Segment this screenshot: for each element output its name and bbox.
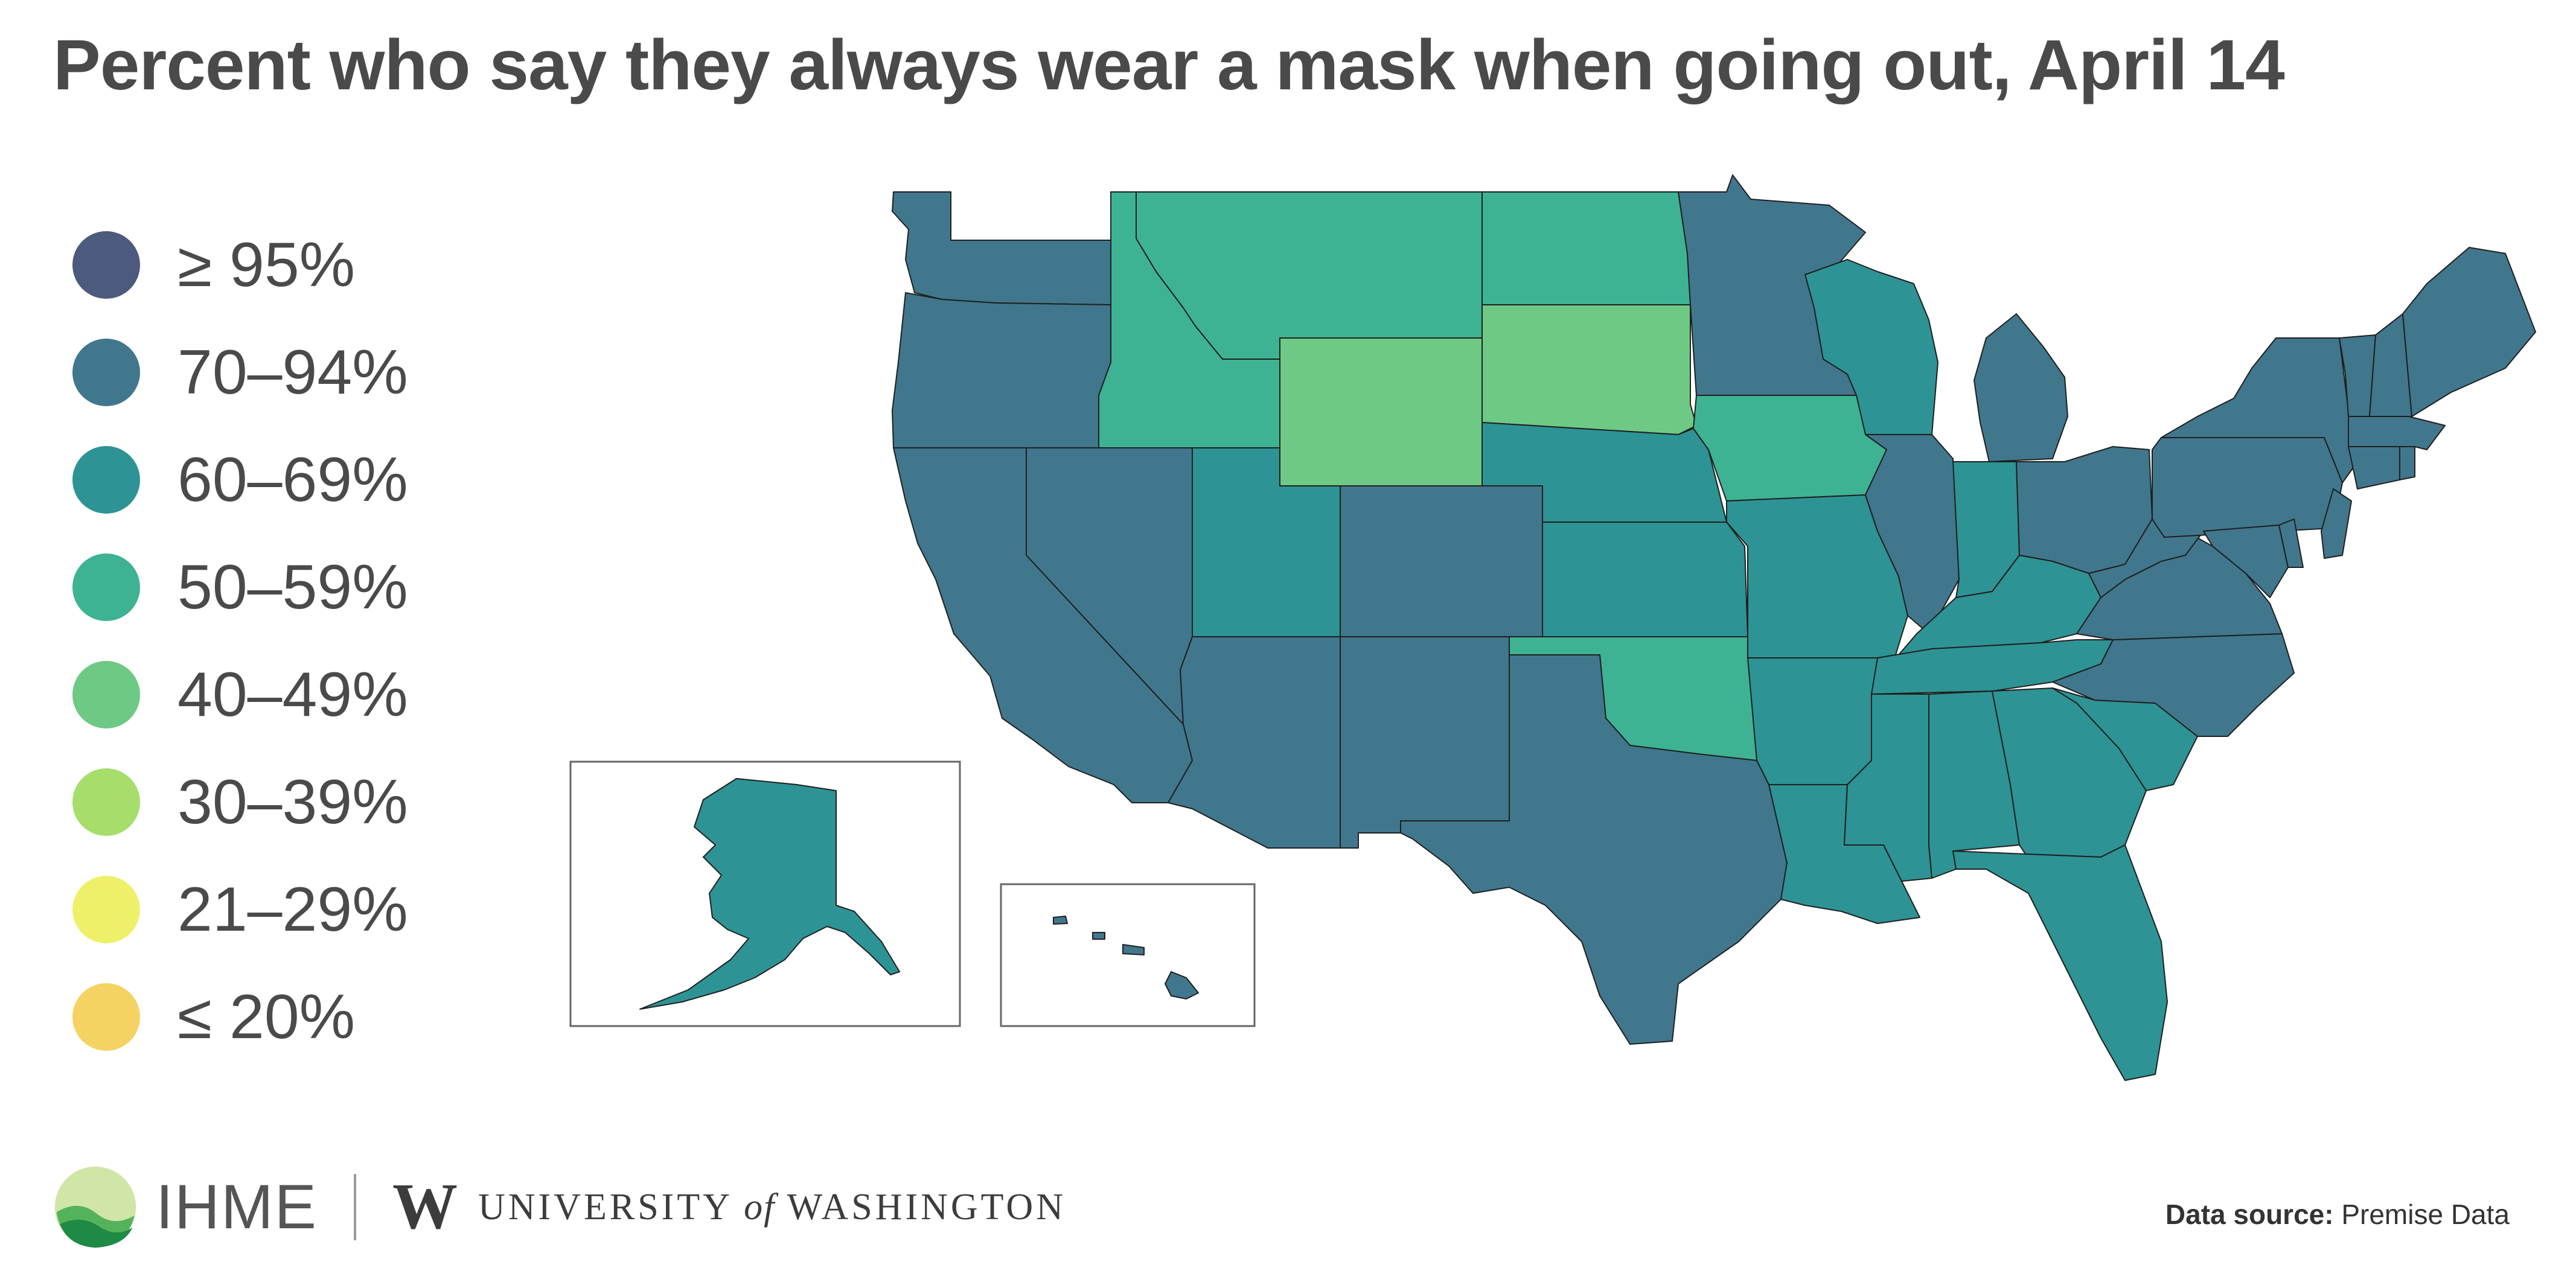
footer-logos: IHME W UNIVERSITY of WASHINGTON [53, 1159, 1066, 1255]
legend-swatch [72, 446, 140, 514]
legend-label: 70–94% [177, 337, 408, 407]
state-colorado [1340, 485, 1543, 637]
data-source-label: Data source: [2165, 1199, 2334, 1230]
legend-swatch [72, 983, 140, 1051]
legend-swatch [72, 661, 140, 728]
ihme-wordmark: IHME [156, 1172, 318, 1242]
legend-item: 70–94% [72, 319, 408, 426]
state-shapes [639, 174, 2536, 1081]
state-new-jersey [2321, 488, 2352, 559]
legend-swatch [72, 553, 140, 621]
legend: ≥ 95% 70–94% 60–69% 50–59% 40–49% 30–39%… [72, 211, 408, 1071]
ihme-logo-icon [54, 1166, 136, 1248]
legend-label: 40–49% [177, 659, 408, 730]
state-massachusetts [2348, 416, 2446, 450]
logo-divider [354, 1174, 356, 1240]
legend-swatch [72, 768, 140, 836]
state-connecticut [2348, 446, 2400, 489]
state-arizona [1168, 636, 1341, 849]
state-vermont [2339, 334, 2376, 417]
state-florida [1952, 844, 2168, 1081]
legend-item: ≥ 95% [72, 211, 408, 319]
state-south-dakota [1481, 304, 1697, 435]
legend-item: ≤ 20% [72, 963, 408, 1071]
alaska-inset-frame [569, 760, 961, 1027]
map-title: Percent who say they always wear a mask … [53, 25, 2285, 105]
state-oregon [892, 292, 1111, 448]
state-alaska [639, 778, 900, 1010]
state-texas [1400, 654, 1788, 1045]
uw-wordmark-post: WASHINGTON [787, 1186, 1066, 1228]
state-wyoming [1279, 337, 1483, 486]
state-north-carolina [2052, 633, 2295, 737]
state-rhode-island [2399, 446, 2415, 480]
state-pennsylvania [2152, 437, 2343, 538]
uw-wordmark: UNIVERSITY of WASHINGTON [478, 1186, 1066, 1229]
state-new-mexico [1340, 636, 1510, 849]
legend-item: 40–49% [72, 641, 408, 748]
legend-swatch [72, 876, 140, 943]
state-washington [892, 191, 1111, 305]
state-delaware [2278, 518, 2304, 568]
uw-wordmark-of: of [744, 1186, 776, 1228]
data-source-value: Premise Data [2341, 1199, 2510, 1230]
legend-item: 50–59% [72, 534, 408, 641]
uw-w-logo-icon: W [392, 1171, 458, 1243]
legend-item: 60–69% [72, 426, 408, 534]
state-kansas [1542, 521, 1748, 637]
hawaii-inset-frame [1000, 883, 1256, 1027]
data-source: Data source: Premise Data [2165, 1198, 2510, 1231]
state-hawaii [1053, 916, 1199, 999]
state-michigan [1974, 313, 2068, 462]
legend-item: 30–39% [72, 748, 408, 856]
legend-label: 60–69% [177, 444, 408, 515]
legend-label: 30–39% [177, 767, 408, 837]
uw-wordmark-pre: UNIVERSITY [478, 1186, 732, 1228]
legend-label: 21–29% [177, 874, 408, 945]
legend-swatch [72, 231, 140, 299]
state-iowa [1693, 395, 1887, 502]
legend-item: 21–29% [72, 856, 408, 963]
state-maine [2402, 247, 2536, 417]
state-illinois [1865, 434, 1960, 634]
state-north-dakota [1481, 191, 1691, 305]
legend-label: ≤ 20% [177, 981, 356, 1052]
legend-label: 50–59% [177, 552, 408, 622]
legend-swatch [72, 339, 140, 406]
legend-label: ≥ 95% [177, 229, 356, 300]
